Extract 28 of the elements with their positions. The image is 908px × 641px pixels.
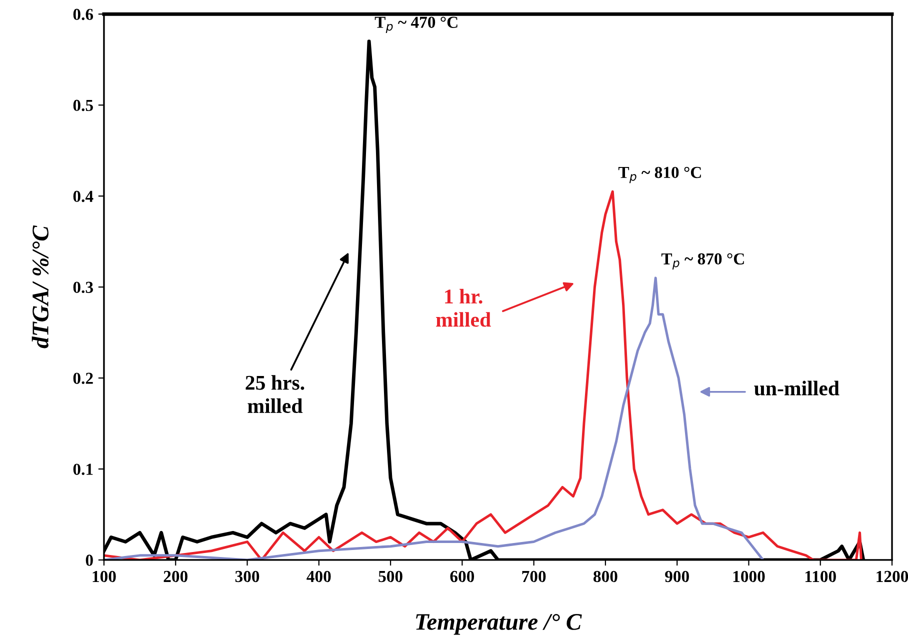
y-tick-label: 0.3 bbox=[73, 282, 93, 294]
x-tick-label: 600 bbox=[450, 570, 474, 582]
x-tick-label: 400 bbox=[306, 570, 331, 582]
x-tick-label: 700 bbox=[522, 570, 546, 582]
annotation: 25 hrs. milled bbox=[246, 375, 304, 414]
y-axis-title: dTGA/ %/°C bbox=[32, 225, 49, 348]
y-tick-label: 0.5 bbox=[73, 100, 93, 112]
annotation: T$_{p}$ ~ 870 °C bbox=[661, 253, 744, 270]
y-tick-label: 0.2 bbox=[73, 372, 93, 384]
x-tick-label: 300 bbox=[235, 570, 260, 582]
x-tick-label: 500 bbox=[378, 570, 402, 582]
x-tick-label: 1100 bbox=[806, 570, 836, 582]
x-tick-label: 1000 bbox=[733, 570, 765, 582]
annotation: T$_{p}$ ~ 810 °C bbox=[618, 166, 701, 184]
x-tick-label: 900 bbox=[665, 570, 689, 582]
annotation: T$_{p}$ ~ 470 °C bbox=[374, 16, 458, 33]
annotation: 1 hr. milled bbox=[436, 288, 491, 327]
x-tick-label: 1200 bbox=[876, 570, 908, 582]
x-tick-label: 100 bbox=[92, 570, 116, 582]
line-series bbox=[104, 190, 862, 560]
y-tick-label: 0.1 bbox=[73, 464, 93, 476]
y-tick-label: 0.4 bbox=[73, 190, 94, 202]
x-axis-title: Temperature /° C bbox=[416, 614, 582, 635]
x-tick-label: 200 bbox=[164, 570, 188, 582]
y-tick-label: 0 bbox=[86, 554, 93, 566]
x-tick-label: 800 bbox=[594, 570, 618, 582]
annotation: un-milled bbox=[754, 380, 840, 396]
y-tick-label: 0.6 bbox=[73, 8, 94, 20]
